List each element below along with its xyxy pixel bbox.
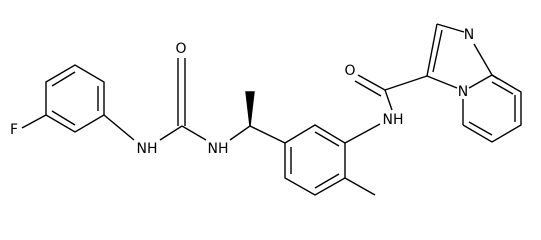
bond xyxy=(491,74,499,80)
atom-label: F xyxy=(10,122,18,138)
bond xyxy=(249,125,286,144)
bond xyxy=(491,81,514,95)
bond xyxy=(426,75,458,89)
bond xyxy=(314,131,340,147)
bond xyxy=(229,125,251,141)
bond xyxy=(103,114,135,141)
atom-label: NH xyxy=(137,141,158,157)
molecule-diagram: F NH O NH O NH N N xyxy=(10,23,522,196)
bond xyxy=(468,74,493,89)
atom-label: O xyxy=(175,41,186,57)
bond xyxy=(21,114,47,129)
atom-label: NH xyxy=(208,141,229,157)
bond xyxy=(181,125,207,141)
atom-labels: F NH O NH O NH N N xyxy=(10,27,474,157)
bond xyxy=(426,23,438,77)
ring xyxy=(284,124,346,196)
bond xyxy=(51,71,76,87)
bond xyxy=(473,43,493,76)
bond xyxy=(436,23,465,33)
bond xyxy=(354,80,382,97)
bond xyxy=(344,123,381,144)
atom-label: N xyxy=(464,27,474,43)
bond xyxy=(344,177,376,196)
bond xyxy=(384,75,428,91)
bond xyxy=(357,74,386,91)
bonds xyxy=(21,23,522,196)
wedge-bond xyxy=(245,91,255,127)
atom-label: NH xyxy=(383,112,404,128)
bond xyxy=(159,125,183,141)
bond xyxy=(384,89,393,111)
bond xyxy=(468,121,493,136)
bond xyxy=(432,29,443,73)
atom-label: N xyxy=(458,84,468,100)
bond xyxy=(462,74,522,143)
bond xyxy=(314,173,340,189)
atom-label: O xyxy=(344,63,355,79)
ring xyxy=(45,64,105,133)
bond xyxy=(51,110,76,126)
